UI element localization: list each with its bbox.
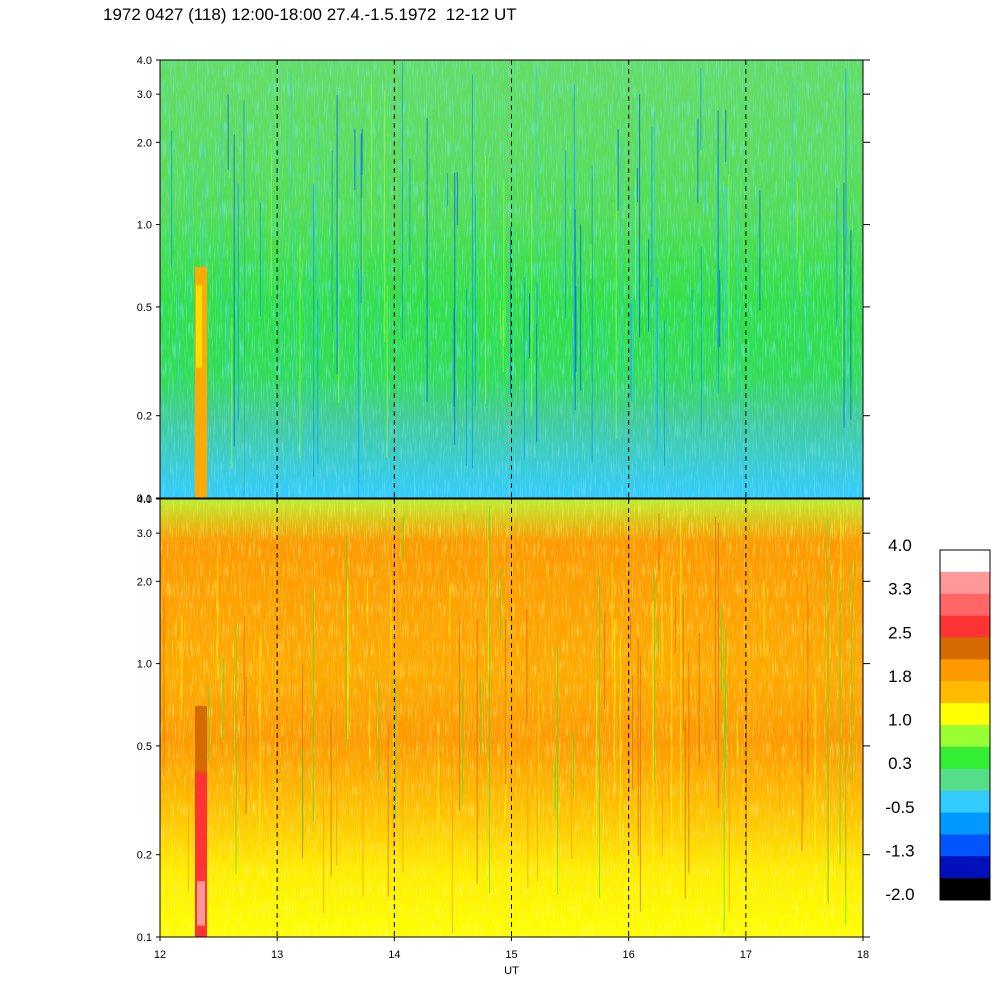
y-tick-label: 1.0 xyxy=(137,220,152,232)
colorbar-swatch xyxy=(940,725,990,748)
colorbar-swatch xyxy=(940,703,990,726)
colorbar-label: 1.0 xyxy=(888,711,912,730)
x-tick-label: 18 xyxy=(857,949,869,961)
colorbar-swatch xyxy=(940,746,990,770)
burst-feature-bottom-upper xyxy=(195,705,208,773)
colorbar-swatch xyxy=(940,812,990,835)
x-tick-label: 14 xyxy=(388,949,400,961)
colorbar-swatch xyxy=(940,834,990,857)
colorbar-label: 0.3 xyxy=(888,754,912,773)
y-tick-label: 3.0 xyxy=(137,528,152,540)
colorbar-swatch xyxy=(940,768,990,792)
burst-feature-bottom-lower xyxy=(197,881,206,926)
colorbar-frame xyxy=(939,549,991,901)
colorbar-swatch xyxy=(940,550,990,573)
y-tick-label: 0.1 xyxy=(137,493,152,505)
y-tick-label: 3.0 xyxy=(137,89,152,101)
colorbar-swatch xyxy=(940,878,990,901)
x-tick-label: 17 xyxy=(740,949,752,961)
colorbar-label: 1.8 xyxy=(888,667,912,686)
y-tick-label: 0.5 xyxy=(137,741,152,753)
colorbar-swatch xyxy=(940,856,990,879)
colorbar-swatch xyxy=(940,571,990,595)
y-tick-label: 2.0 xyxy=(137,137,152,149)
burst-feature-top-core xyxy=(196,285,203,368)
y-tick-label: 4.0 xyxy=(137,55,152,67)
axes-layer: 0.10.20.51.02.03.04.00.10.20.51.02.03.04… xyxy=(137,55,870,977)
colorbar: 4.0 3.3 2.5 1.8 1.0 0.3 -0.5 -1.3 -2.0 xyxy=(885,536,991,904)
y-tick-label: 0.2 xyxy=(137,850,152,862)
x-axis-label: UT xyxy=(504,965,519,977)
colorbar-label: 3.3 xyxy=(888,580,912,599)
colorbar-swatch xyxy=(940,637,990,660)
colorbar-swatch xyxy=(940,615,990,638)
colorbar-swatch xyxy=(940,659,990,682)
colorbar-label: -2.0 xyxy=(885,885,914,904)
y-tick-label: 1.0 xyxy=(137,659,152,671)
y-tick-label: 0.5 xyxy=(137,302,152,314)
x-tick-label: 15 xyxy=(505,949,517,961)
x-tick-label: 12 xyxy=(154,949,166,961)
colorbar-label: 4.0 xyxy=(888,536,912,555)
y-tick-label: 2.0 xyxy=(137,576,152,588)
overlay-layer xyxy=(276,60,747,937)
y-tick-label: 4.0 xyxy=(137,494,152,506)
colorbar-swatch xyxy=(940,790,990,813)
chart-title: 1972 0427 (118) 12:00-18:00 27.4.-1.5.19… xyxy=(103,5,517,24)
colorbar-label: 2.5 xyxy=(888,623,912,642)
colorbar-label: -1.3 xyxy=(885,841,914,860)
colorbar-swatch xyxy=(940,681,990,704)
colorbar-label: -0.5 xyxy=(885,798,914,817)
x-tick-label: 13 xyxy=(271,949,283,961)
colorbar-swatch xyxy=(940,593,990,617)
y-tick-label: 0.1 xyxy=(137,932,152,944)
x-tick-label: 16 xyxy=(623,949,635,961)
y-tick-label: 0.2 xyxy=(137,411,152,423)
